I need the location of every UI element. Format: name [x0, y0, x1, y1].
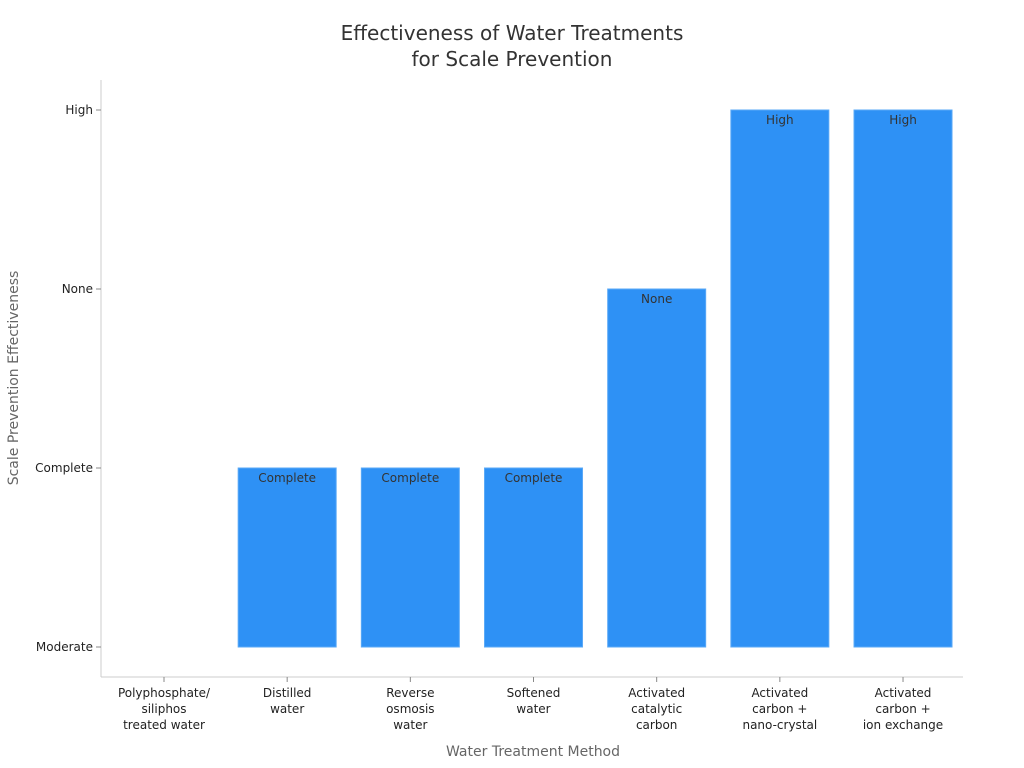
ticks-layer: Moderate Complete None High Polyphosphate/si…	[35, 103, 943, 732]
x-tick-label-line: water	[393, 718, 427, 732]
x-axis-label: Water Treatment Method	[446, 744, 620, 760]
x-tick-label: Polyphosphate/siliphos treated water	[118, 686, 211, 732]
x-tick-label-line: carbon	[636, 718, 677, 732]
x-tick-label-line: Polyphosphate/	[118, 686, 211, 700]
x-tick-label-line: treated water	[123, 718, 205, 732]
bar	[360, 467, 460, 648]
x-tick-label-line: Reverse	[386, 686, 434, 700]
x-tick-label-line: siliphos	[141, 702, 186, 716]
bar-data-label: None	[641, 292, 672, 306]
x-tick-label-line: water	[516, 702, 550, 716]
chart-title-line-1: Effectiveness of Water Treatments	[341, 21, 684, 45]
x-tick-label-line: nano-crystal	[742, 718, 817, 732]
y-tick-label: Moderate	[36, 640, 93, 654]
y-tick-label: None	[62, 282, 93, 296]
x-tick-label-line: osmosis	[386, 702, 434, 716]
bar-data-label: High	[766, 113, 794, 127]
x-tick-label-line: Activated	[628, 686, 685, 700]
x-tick-label: Distilled water	[263, 686, 312, 716]
bar-data-label: Complete	[505, 471, 563, 485]
bar	[730, 109, 830, 648]
y-tick-label: Complete	[35, 461, 93, 475]
bar	[607, 288, 707, 648]
x-tick-label-line: Distilled	[263, 686, 312, 700]
x-tick-label: Activated carbon + ion exchange	[863, 686, 943, 732]
bar	[237, 467, 337, 648]
chart-title-line-2: for Scale Prevention	[412, 47, 613, 71]
bar	[484, 467, 584, 648]
x-tick-label-line: Softened	[507, 686, 561, 700]
y-axis-label: Scale Prevention Effectiveness	[6, 271, 22, 486]
bars-layer: Complete Complete Complete None High High	[237, 109, 953, 648]
x-tick-label: Activated carbon + nano-crystal	[742, 686, 817, 732]
x-tick-label-line: Activated	[875, 686, 932, 700]
bar	[853, 109, 953, 648]
x-tick-label-line: carbon +	[752, 702, 807, 716]
x-tick-label: Softened water	[507, 686, 561, 716]
x-tick-label-line: water	[270, 702, 304, 716]
y-tick-label: High	[65, 103, 93, 117]
x-tick-label: Reverse osmosis water	[386, 686, 434, 732]
x-tick-label-line: catalytic	[631, 702, 682, 716]
bar-data-label: Complete	[381, 471, 439, 485]
bar-data-label: Complete	[258, 471, 316, 485]
x-tick-label-line: ion exchange	[863, 718, 943, 732]
x-tick-label-line: carbon +	[875, 702, 930, 716]
x-tick-label: Activated catalytic carbon	[628, 686, 685, 732]
x-tick-label-line: Activated	[751, 686, 808, 700]
bar-data-label: High	[889, 113, 917, 127]
